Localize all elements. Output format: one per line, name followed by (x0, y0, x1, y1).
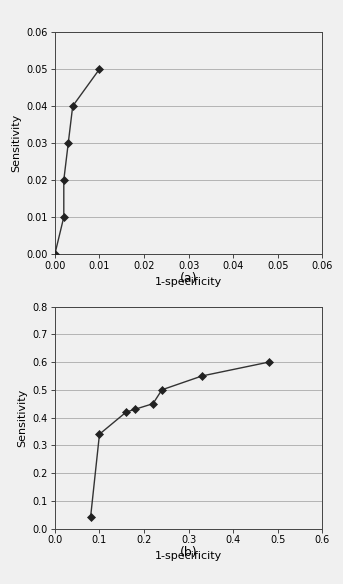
Y-axis label: Sensitivity: Sensitivity (17, 388, 27, 447)
Y-axis label: Sensitivity: Sensitivity (11, 114, 21, 172)
Text: (b): (b) (180, 546, 198, 559)
X-axis label: 1-specificity: 1-specificity (155, 277, 222, 287)
X-axis label: 1-specificity: 1-specificity (155, 551, 222, 561)
Text: (a): (a) (180, 272, 198, 284)
